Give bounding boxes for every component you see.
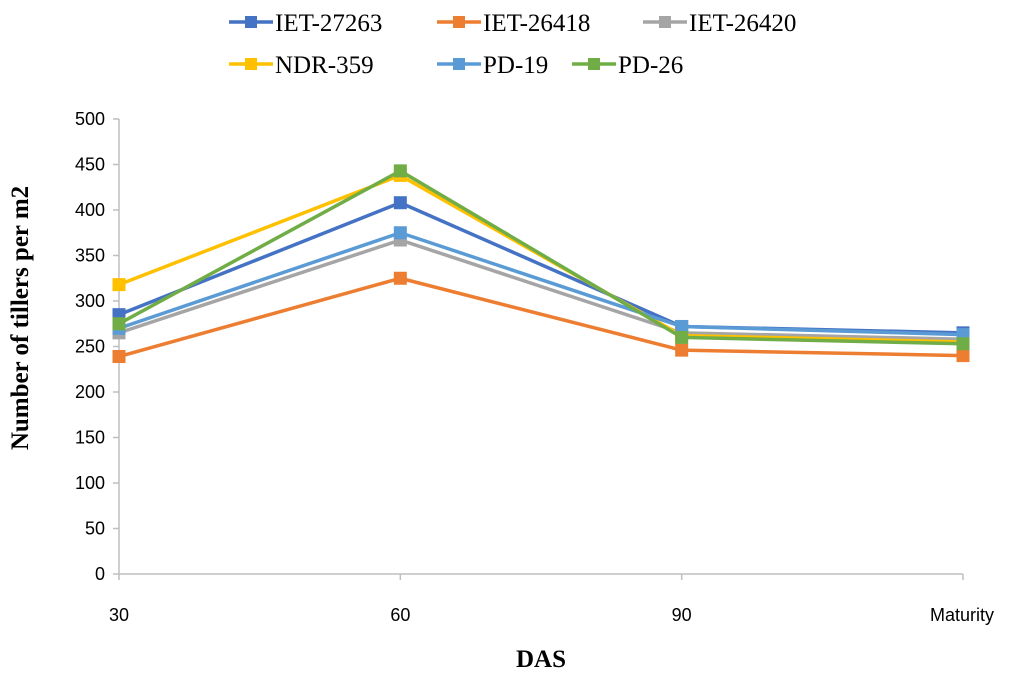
legend-entry-iet-27263: IET-27263 xyxy=(229,10,382,37)
y-tick-label: 100 xyxy=(75,473,105,493)
y-axis-title: Number of tillers per m2 xyxy=(7,186,34,450)
data-point-iet-27263 xyxy=(393,196,407,210)
series-iet-27263 xyxy=(112,196,970,340)
y-tick-label: 450 xyxy=(75,155,105,175)
legend-marker-ndr-359 xyxy=(245,58,257,70)
data-point-pd-26 xyxy=(675,330,689,344)
data-point-pd-19 xyxy=(393,226,407,240)
x-tick-label: 30 xyxy=(109,605,129,625)
legend-label-iet-26420: IET-26420 xyxy=(689,10,796,37)
data-point-ndr-359 xyxy=(112,278,126,292)
series-line-iet-26420 xyxy=(118,238,964,341)
x-tick-label: Maturity xyxy=(930,605,994,625)
legend-marker-iet-27263 xyxy=(245,16,257,28)
legend-marker-pd-26 xyxy=(588,58,600,70)
series-iet-26418 xyxy=(112,271,970,364)
legend-entry-iet-26420: IET-26420 xyxy=(643,10,796,37)
plot-area xyxy=(112,164,970,364)
y-tick-label: 150 xyxy=(75,428,105,448)
legend-label-pd-26: PD-26 xyxy=(618,52,683,79)
x-axis-ticks: 30 60 90 Maturity xyxy=(109,574,994,625)
x-axis-title: DAS xyxy=(516,646,566,673)
y-tick-label: 200 xyxy=(75,382,105,402)
legend-label-iet-26418: IET-26418 xyxy=(483,10,590,37)
x-tick-label: 60 xyxy=(390,605,410,625)
data-point-pd-26 xyxy=(112,317,126,331)
y-tick-label: 250 xyxy=(75,337,105,357)
y-tick-label: 500 xyxy=(75,109,105,129)
legend: IET-27263 IET-26418 IET-26420 NDR-359 PD-19 P… xyxy=(229,10,796,79)
legend-label-iet-27263: IET-27263 xyxy=(275,10,382,37)
legend-entry-iet-26418: IET-26418 xyxy=(437,10,590,37)
data-point-iet-26418 xyxy=(675,343,689,357)
data-point-iet-26418 xyxy=(393,271,407,285)
data-point-pd-19 xyxy=(675,319,689,333)
x-tick-label: 90 xyxy=(672,605,692,625)
series-line-iet-26418 xyxy=(118,276,964,359)
y-tick-label: 300 xyxy=(75,291,105,311)
legend-marker-iet-26418 xyxy=(453,16,465,28)
legend-marker-pd-19 xyxy=(453,58,465,70)
legend-marker-iet-26420 xyxy=(659,16,671,28)
y-tick-label: 350 xyxy=(75,246,105,266)
y-tick-label: 0 xyxy=(95,564,105,584)
data-point-pd-26 xyxy=(956,337,970,351)
series-line-ndr-359 xyxy=(118,173,964,344)
axes: 0 50 100 150 200 250 300 350 400 450 500 30 60 90 Mat… xyxy=(75,109,994,625)
series-line-pd-19 xyxy=(118,231,964,337)
data-point-pd-26 xyxy=(393,164,407,178)
legend-entry-pd-26: PD-26 xyxy=(572,52,683,79)
y-tick-label: 400 xyxy=(75,200,105,220)
legend-label-ndr-359: NDR-359 xyxy=(275,52,374,79)
series-line-pd-26 xyxy=(118,169,964,346)
y-axis-ticks: 0 50 100 150 200 250 300 350 400 450 500 xyxy=(75,109,119,584)
data-point-iet-26418 xyxy=(956,349,970,363)
legend-label-pd-19: PD-19 xyxy=(483,52,548,79)
data-point-iet-26418 xyxy=(112,350,126,364)
legend-entry-pd-19: PD-19 xyxy=(437,52,548,79)
series-pd-26 xyxy=(112,164,970,351)
legend-entry-ndr-359: NDR-359 xyxy=(229,52,374,79)
y-tick-label: 50 xyxy=(85,519,105,539)
